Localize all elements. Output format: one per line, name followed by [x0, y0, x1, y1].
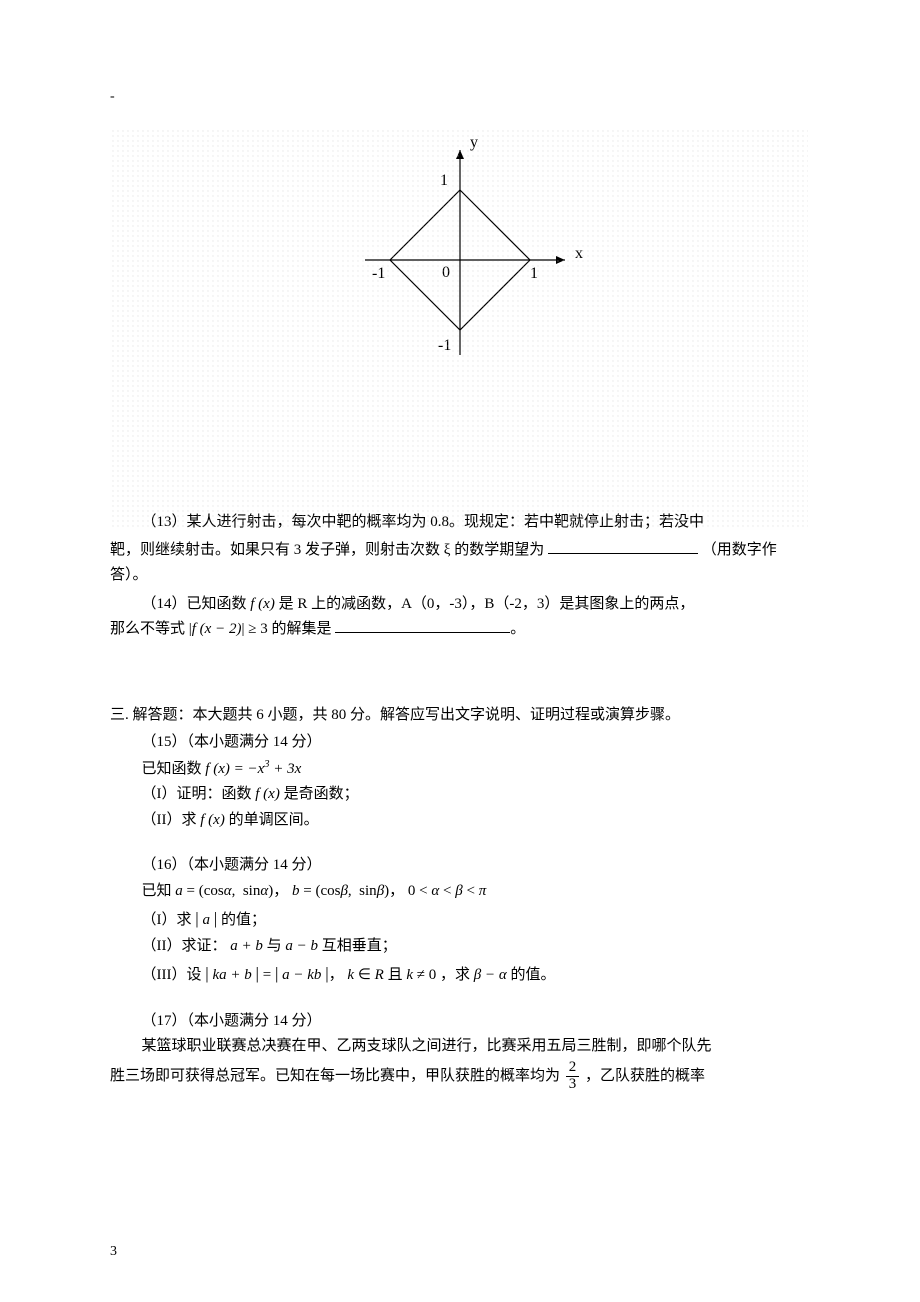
page-number: 3 [110, 1240, 117, 1264]
q14-line1: （14）已知函数 f (x) 是 R 上的减函数，A（0，-3），B（-2，3）… [110, 592, 810, 618]
q15-fx1: f (x) [255, 786, 280, 802]
q15-block: （15）（本小题满分 14 分） 已知函数 f (x) = −x3 + 3x （… [110, 730, 810, 833]
q17-title: （17）（本小题满分 14 分） [110, 1009, 810, 1035]
q17-line2b: ，乙队获胜的概率 [585, 1068, 705, 1084]
q17-fraction: 2 3 [566, 1060, 580, 1093]
page-dash: - [110, 85, 115, 109]
q15-fxdef: f (x) = −x3 + 3x [205, 761, 301, 777]
section3-heading: 三. 解答题：本大题共 6 小题，共 80 分。解答应写出文字说明、证明过程或演… [110, 703, 810, 729]
q14-line2: 那么不等式 |f (x − 2)| ≥ 3 的解集是 。 [110, 617, 810, 643]
q14-blank [335, 618, 510, 633]
dotted-background [112, 130, 808, 530]
q15-fx2: f (x) [200, 812, 225, 828]
q15-given: 已知函数 f (x) = −x3 + 3x [110, 756, 810, 783]
q17-frac-den: 3 [566, 1077, 580, 1093]
q13-line2-text: 靶，则继续射击。如果只有 3 发子弹，则射击次数 ξ 的数学期望为 [110, 542, 544, 558]
q15-p1b: 是奇函数； [280, 786, 359, 802]
q15-p1a: （I）证明：函数 [142, 786, 256, 802]
q14-line2b: | ≥ 3 的解集是 [241, 621, 331, 637]
q14-fx: f (x) [250, 596, 275, 612]
q14-line2a: 那么不等式 | [110, 621, 192, 637]
q15-p2: （II）求 f (x) 的单调区间。 [110, 808, 810, 834]
q17-line1: 某篮球职业联赛总决赛在甲、乙两支球队之间进行，比赛采用五局三胜制，即哪个队先 [110, 1034, 810, 1060]
q14-line1b: 是 R 上的减函数，A（0，-3），B（-2，3）是其图象上的两点， [275, 596, 695, 612]
q13-line2: 靶，则继续射击。如果只有 3 发子弹，则射击次数 ξ 的数学期望为 （用数字作答… [110, 538, 810, 589]
q15-title: （15）（本小题满分 14 分） [110, 730, 810, 756]
q15-p2a: （II）求 [142, 812, 201, 828]
q17-line2: 胜三场即可获得总冠军。已知在每一场比赛中，甲队获胜的概率均为 2 3 ，乙队获胜… [110, 1060, 810, 1093]
q13-blank [548, 539, 698, 554]
q15-p1: （I）证明：函数 f (x) 是奇函数； [110, 782, 810, 808]
q14-fx2: f (x − 2) [192, 621, 242, 637]
q17-line2a: 胜三场即可获得总冠军。已知在每一场比赛中，甲队获胜的概率均为 [110, 1068, 560, 1084]
q15-given-a: 已知函数 [142, 761, 206, 777]
q16-p1: （I）求 | a | 的值； [110, 904, 810, 934]
q15-p2b: 的单调区间。 [225, 812, 319, 828]
q16-title: （16）（本小题满分 14 分） [110, 853, 810, 879]
q16-p3: （III）设 | ka + b | = | a − kb |， k ∈ R 且 … [110, 959, 810, 989]
q17-block: （17）（本小题满分 14 分） 某篮球职业联赛总决赛在甲、乙两支球队之间进行，… [110, 1009, 810, 1093]
q16-p2: （II）求证： a + b 与 a − b 互相垂直； [110, 934, 810, 960]
q14-line1a: （14）已知函数 [142, 596, 251, 612]
section-3: 三. 解答题：本大题共 6 小题，共 80 分。解答应写出文字说明、证明过程或演… [110, 703, 810, 1093]
q14-line2c: 。 [510, 621, 525, 637]
q16-block: （16）（本小题满分 14 分） 已知 a = (cosα, sinα)， b … [110, 853, 810, 989]
q17-frac-num: 2 [566, 1060, 580, 1077]
q16-given: 已知 a = (cosα, sinα)， b = (cosβ, sinβ)， 0… [110, 879, 810, 905]
